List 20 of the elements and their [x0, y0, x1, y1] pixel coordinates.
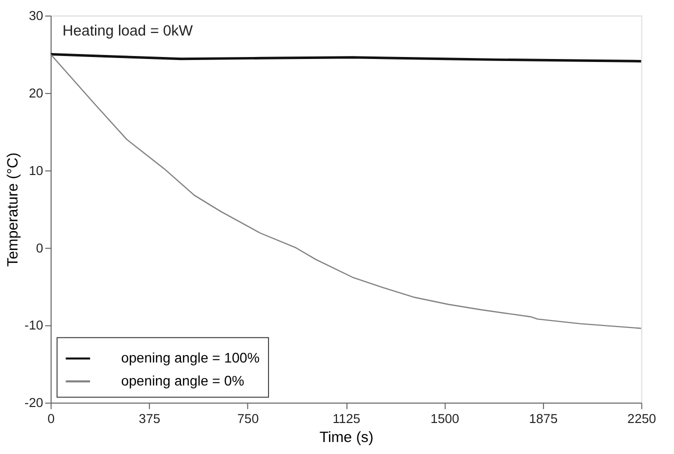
y-tick-label: 30 [28, 8, 44, 24]
y-tick-label: -20 [24, 395, 44, 410]
y-axis-title: Temperature (°C) [6, 152, 22, 267]
x-tick-label: 0 [48, 411, 55, 426]
legend-label: opening angle = 100% [121, 349, 260, 366]
x-tick-label: 750 [237, 411, 259, 426]
x-tick-label: 1875 [528, 411, 558, 426]
legend-label: opening angle = 0% [121, 372, 244, 388]
line-series [50, 53, 642, 62]
y-tick-label: 0 [36, 240, 44, 256]
line-series [50, 54, 642, 329]
y-tick-label: 20 [28, 85, 44, 100]
y-tick-label: -10 [24, 318, 44, 333]
x-tick-label: 1125 [332, 411, 360, 426]
x-tick-label: 1500 [430, 411, 460, 426]
annotation: Heating load = 0kW [62, 23, 193, 40]
x-tick-label: 2250 [627, 411, 656, 426]
x-axis-title: Time (s) [319, 430, 374, 446]
y-tick-label: 10 [28, 162, 44, 178]
x-tick-label: 375 [138, 411, 160, 426]
